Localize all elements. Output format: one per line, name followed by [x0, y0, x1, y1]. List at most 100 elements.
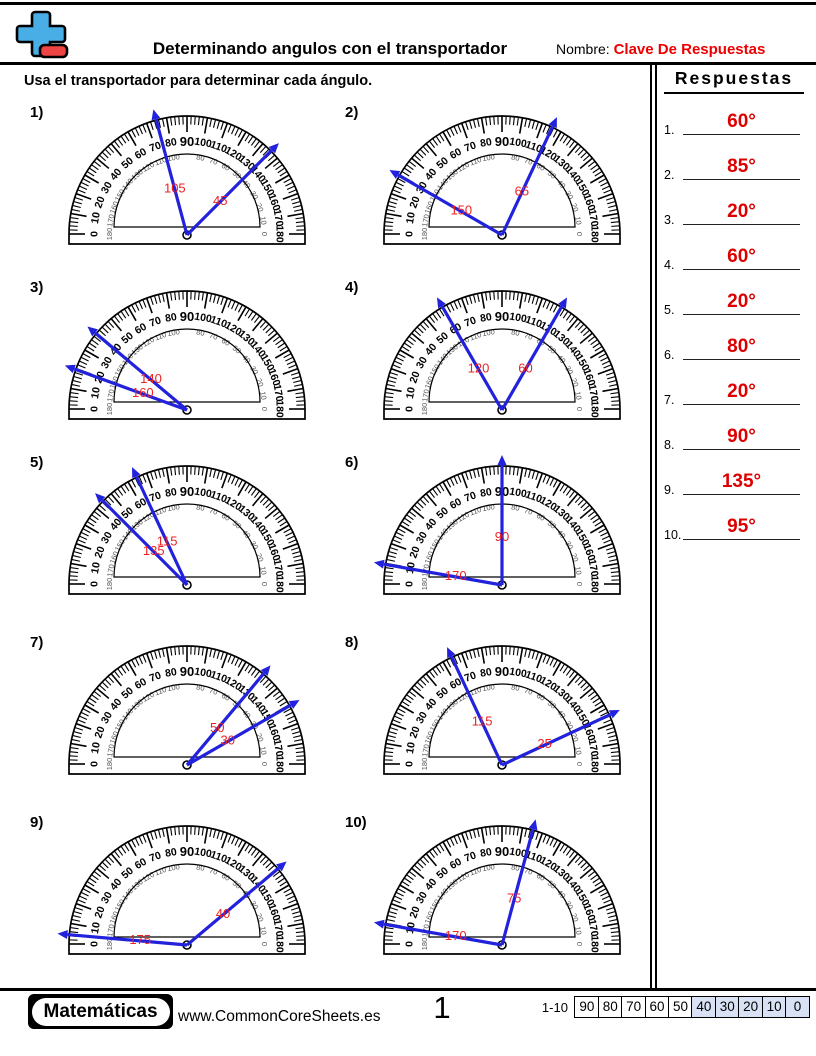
tick-mark: [408, 870, 417, 878]
score-table: 1-10 90 80 70 60 50 40 30 20 10 0: [542, 996, 810, 1018]
tick-mark: [524, 648, 528, 658]
tick-mark: [562, 845, 569, 854]
tick-mark: [124, 663, 130, 672]
outer-scale-number: 0: [404, 406, 416, 412]
tick-mark: [288, 539, 297, 544]
tick-mark: [601, 535, 611, 540]
outer-scale-number: 10: [89, 741, 103, 755]
tick-mark: [485, 467, 488, 476]
inner-scale-number: 20: [569, 202, 580, 213]
tick-mark: [432, 668, 439, 676]
tick-mark: [610, 931, 620, 934]
outer-scale-number: 90: [495, 844, 509, 859]
tick-mark: [88, 877, 97, 884]
tick-mark: [603, 539, 612, 544]
tick-mark: [468, 120, 473, 129]
tick-mark: [453, 655, 458, 665]
answer-value: 135°: [721, 471, 762, 492]
outer-scale-number: 110: [524, 849, 544, 866]
problem-number: 6): [345, 454, 359, 471]
tick-mark: [611, 400, 620, 402]
tick-mark: [104, 498, 112, 506]
outer-scale-number: 170: [271, 208, 286, 227]
tick-mark: [286, 715, 296, 720]
tick-mark: [104, 858, 112, 866]
tick-mark: [73, 730, 82, 735]
tick-mark: [516, 292, 519, 301]
tick-mark: [397, 353, 406, 359]
tick-mark: [472, 119, 477, 128]
tick-mark: [84, 349, 100, 359]
tick-mark: [272, 870, 281, 878]
score-cell: 30: [714, 996, 740, 1018]
tick-mark: [583, 329, 591, 337]
tick-mark: [75, 192, 92, 200]
tick-mark: [80, 356, 89, 362]
tick-mark: [453, 835, 458, 845]
tick-mark: [98, 864, 106, 872]
tick-mark: [244, 663, 250, 672]
tick-mark: [592, 517, 601, 524]
outer-scale-number: 20: [92, 725, 107, 740]
tick-mark: [385, 212, 402, 218]
tick-mark: [70, 562, 87, 568]
tick-mark: [597, 722, 614, 730]
inner-scale-number: 10: [258, 216, 268, 226]
problem-cell: 6)01020304050607080901001101201301401501…: [335, 450, 650, 630]
tick-mark: [227, 124, 232, 133]
tick-mark: [605, 727, 615, 731]
tick-mark: [84, 704, 100, 714]
tick-mark: [113, 850, 121, 859]
tick-mark: [117, 313, 124, 321]
tick-mark: [296, 225, 305, 227]
tick-mark: [220, 831, 224, 841]
tick-mark: [212, 294, 217, 303]
tick-mark: [387, 914, 396, 919]
tick-mark: [587, 335, 596, 343]
tick-mark: [493, 826, 495, 835]
tick-mark: [416, 861, 424, 869]
tick-mark: [282, 367, 299, 375]
angle-ray: [67, 932, 188, 947]
ray-arrowhead-icon: [437, 297, 446, 309]
tick-mark: [80, 181, 89, 187]
tick-mark: [78, 715, 88, 720]
tick-mark: [384, 935, 393, 937]
tick-mark: [386, 918, 396, 922]
protractor-figure: 0102030405060708090100110120130140150160…: [383, 115, 621, 245]
tick-mark: [559, 843, 565, 852]
tick-mark: [580, 151, 588, 159]
tick-mark: [384, 396, 394, 399]
tick-mark: [549, 837, 555, 846]
tick-mark: [566, 318, 579, 332]
tick-mark: [194, 646, 196, 655]
tick-mark: [597, 542, 614, 550]
answer-row: 8. 90°: [658, 410, 810, 455]
tick-mark: [247, 135, 254, 144]
tick-mark: [77, 899, 86, 904]
tick-mark: [566, 143, 579, 157]
tick-mark: [583, 684, 591, 692]
tick-mark: [209, 293, 213, 303]
tick-mark: [589, 174, 605, 184]
tick-mark: [212, 469, 217, 478]
answer-number: 7.: [664, 393, 675, 407]
tick-mark: [611, 225, 620, 227]
inner-scale-number: 10: [573, 566, 583, 576]
score-cell: 40: [691, 996, 717, 1018]
tick-mark: [605, 372, 615, 376]
tick-mark: [234, 302, 240, 311]
tick-mark: [197, 646, 200, 656]
tick-mark: [178, 116, 180, 125]
tick-mark: [460, 472, 468, 489]
tick-mark: [69, 396, 79, 399]
tick-mark: [388, 910, 397, 915]
tick-mark: [259, 855, 267, 863]
tick-mark: [422, 855, 430, 863]
tick-mark: [71, 738, 81, 742]
tick-mark: [608, 738, 618, 742]
tick-mark: [516, 827, 519, 836]
tick-mark: [220, 121, 224, 131]
tick-mark: [295, 747, 304, 750]
